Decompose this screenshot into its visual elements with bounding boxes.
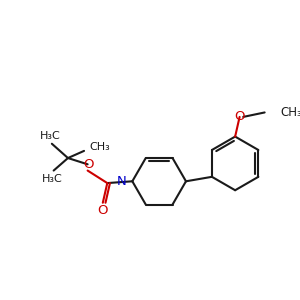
- Text: O: O: [83, 158, 94, 171]
- Text: CH₃: CH₃: [90, 142, 110, 152]
- Text: O: O: [234, 110, 245, 123]
- Text: N: N: [116, 175, 126, 188]
- Text: CH₃: CH₃: [281, 106, 300, 119]
- Text: H₃C: H₃C: [40, 131, 60, 141]
- Text: H₃C: H₃C: [41, 174, 62, 184]
- Text: O: O: [98, 204, 108, 217]
